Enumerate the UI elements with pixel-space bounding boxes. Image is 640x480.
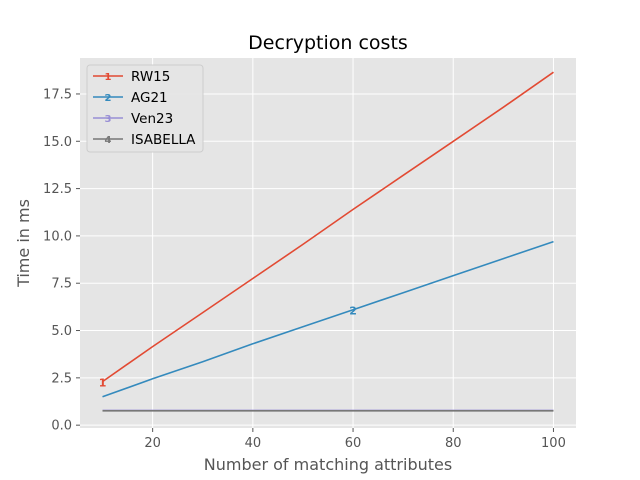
y-tick-label: 10.0 (43, 229, 72, 244)
error-marker-ag21: 2 (349, 305, 357, 318)
legend: 1 RW15 2 AG21 3 Ven23 4 ISABELLA (86, 64, 204, 153)
series-layer: 12 (99, 71, 554, 412)
legend-marker-rw15: 1 (105, 72, 112, 83)
x-tick-label: 60 (345, 436, 362, 451)
legend-label-ag21: AG21 (131, 90, 168, 106)
x-tick-label: 100 (541, 436, 566, 451)
series-line-ag21 (102, 240, 554, 398)
y-axis-ticks: 0.0 2.5 5.0 7.5 10.0 12.5 15.0 17.5 (43, 87, 80, 434)
y-tick-label: 12.5 (43, 182, 72, 197)
y-axis-label: Time in ms (14, 199, 33, 288)
y-tick-label: 2.5 (51, 371, 72, 386)
y-tick-label: 7.5 (51, 277, 72, 292)
legend-marker-ven23: 3 (105, 114, 112, 125)
legend-box (86, 64, 204, 153)
x-tick-label: 40 (245, 436, 262, 451)
x-tick-label: 80 (445, 436, 462, 451)
y-tick-label: 5.0 (51, 324, 72, 339)
legend-label-ven23: Ven23 (131, 111, 173, 127)
x-tick-label: 20 (144, 436, 161, 451)
series-line-rw15 (102, 71, 554, 383)
y-tick-label: 0.0 (51, 419, 72, 434)
x-axis-ticks: 20 40 60 80 100 (144, 428, 566, 451)
y-tick-label: 17.5 (43, 87, 72, 102)
legend-label-isabella: ISABELLA (131, 132, 196, 148)
chart-title: Decryption costs (248, 32, 408, 54)
y-tick-label: 15.0 (43, 135, 72, 150)
legend-marker-ag21: 2 (105, 93, 112, 104)
error-marker-rw15: 1 (99, 377, 107, 390)
legend-marker-isabella: 4 (105, 135, 112, 146)
legend-label-rw15: RW15 (131, 69, 170, 85)
x-axis-label: Number of matching attributes (204, 455, 452, 474)
